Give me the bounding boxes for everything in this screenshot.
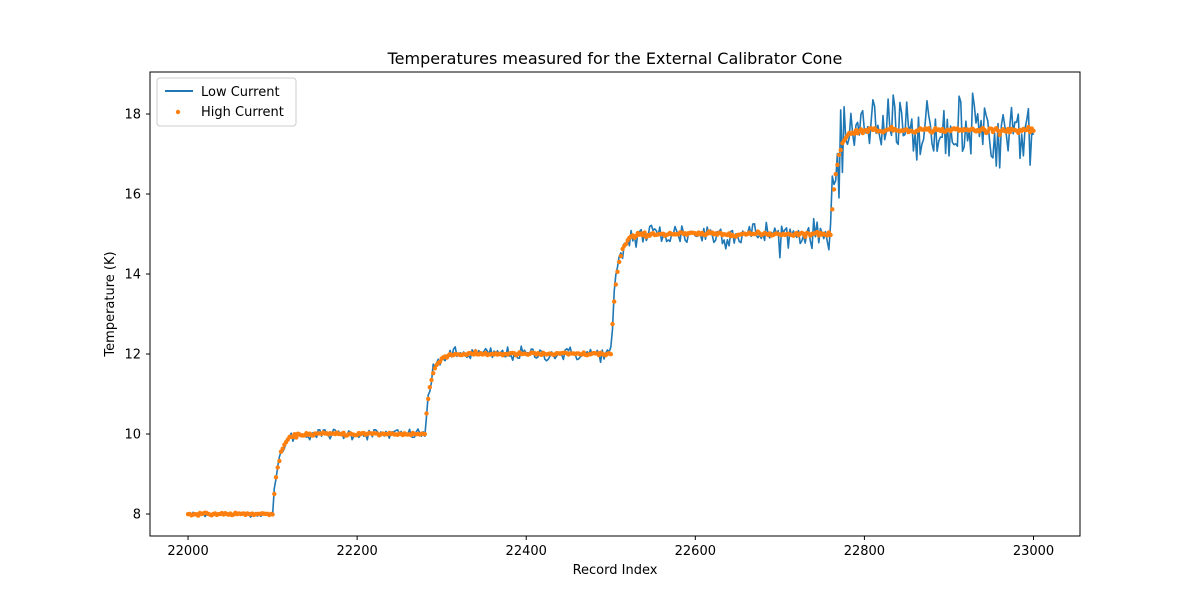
scatter-point-high-current — [995, 128, 1001, 133]
scatter-point-high-current — [926, 126, 931, 131]
legend-entry-low-current: Low Current — [201, 85, 280, 100]
plot-area — [185, 92, 1036, 518]
series-line-low-current — [187, 92, 1035, 518]
scatter-point-high-current — [427, 385, 432, 390]
scatter-point-high-current — [615, 269, 620, 274]
scatter-point-high-current — [429, 377, 434, 383]
y-tick-label: 16 — [124, 188, 141, 203]
scatter-point-high-current — [828, 232, 833, 238]
x-axis-label: Record Index — [573, 563, 658, 578]
scatter-point-high-current — [280, 446, 285, 451]
scatter-point-high-current — [613, 282, 618, 287]
x-tick-label: 22200 — [336, 544, 377, 559]
scatter-point-high-current — [1031, 128, 1036, 133]
scatter-point-high-current — [424, 411, 429, 416]
scatter-point-high-current — [997, 132, 1002, 137]
x-tick-label: 22000 — [167, 544, 208, 559]
scatter-point-high-current — [831, 187, 837, 192]
y-axis: 8 10 12 14 16 18 — [124, 108, 150, 523]
scatter-point-high-current — [865, 129, 870, 135]
scatter-point-high-current — [273, 475, 279, 480]
scatter-point-high-current — [432, 366, 438, 371]
x-tick-label: 23000 — [1013, 544, 1054, 559]
legend-marker-high-current — [175, 109, 181, 115]
scatter-point-high-current — [277, 458, 282, 464]
scatter-point-high-current — [835, 162, 840, 167]
legend-entry-high-current: High Current — [201, 105, 284, 120]
x-tick-label: 22800 — [844, 544, 885, 559]
scatter-point-high-current — [618, 253, 624, 259]
scatter-point-high-current — [426, 396, 431, 402]
y-tick-label: 18 — [124, 108, 141, 123]
x-tick-label: 22400 — [506, 544, 547, 559]
x-axis: 22000 22200 22400 22600 22800 23000 — [167, 536, 1054, 559]
scatter-point-high-current — [294, 435, 299, 440]
chart-title: Temperatures measured for the External C… — [387, 49, 843, 68]
y-tick-label: 12 — [124, 348, 141, 363]
y-axis-label: Temperature (K) — [103, 251, 118, 357]
x-tick-label: 22600 — [675, 544, 716, 559]
scatter-point-high-current — [292, 432, 297, 437]
y-tick-label: 8 — [133, 508, 141, 523]
scatter-point-high-current — [814, 229, 820, 235]
scatter-point-high-current — [1027, 129, 1033, 135]
plot-frame — [149, 71, 1081, 537]
scatter-point-high-current — [422, 431, 427, 437]
scatter-point-high-current — [275, 465, 280, 470]
scatter-point-high-current — [858, 127, 864, 132]
y-tick-label: 14 — [124, 268, 141, 283]
y-tick-label: 10 — [124, 428, 141, 443]
scatter-point-high-current — [272, 491, 277, 497]
scatter-point-high-current — [612, 299, 617, 304]
scatter-point-high-current — [642, 230, 647, 235]
scatter-point-high-current — [830, 207, 835, 212]
scatter-point-high-current — [608, 352, 613, 357]
scatter-point-high-current — [610, 321, 615, 327]
scatter-point-high-current — [836, 152, 842, 158]
scatter-point-high-current — [1026, 124, 1031, 130]
scatter-point-high-current — [623, 241, 629, 247]
legend: Low Current High Current — [156, 77, 297, 127]
scatter-point-high-current — [833, 172, 838, 177]
scatter-point-high-current — [803, 234, 808, 239]
scatter-point-high-current — [617, 259, 622, 265]
scatter-point-high-current — [431, 371, 436, 376]
scatter-point-high-current — [838, 147, 843, 153]
scatter-point-high-current — [270, 512, 275, 517]
scatter-point-high-current — [852, 131, 857, 136]
scatter-point-high-current — [889, 124, 894, 130]
